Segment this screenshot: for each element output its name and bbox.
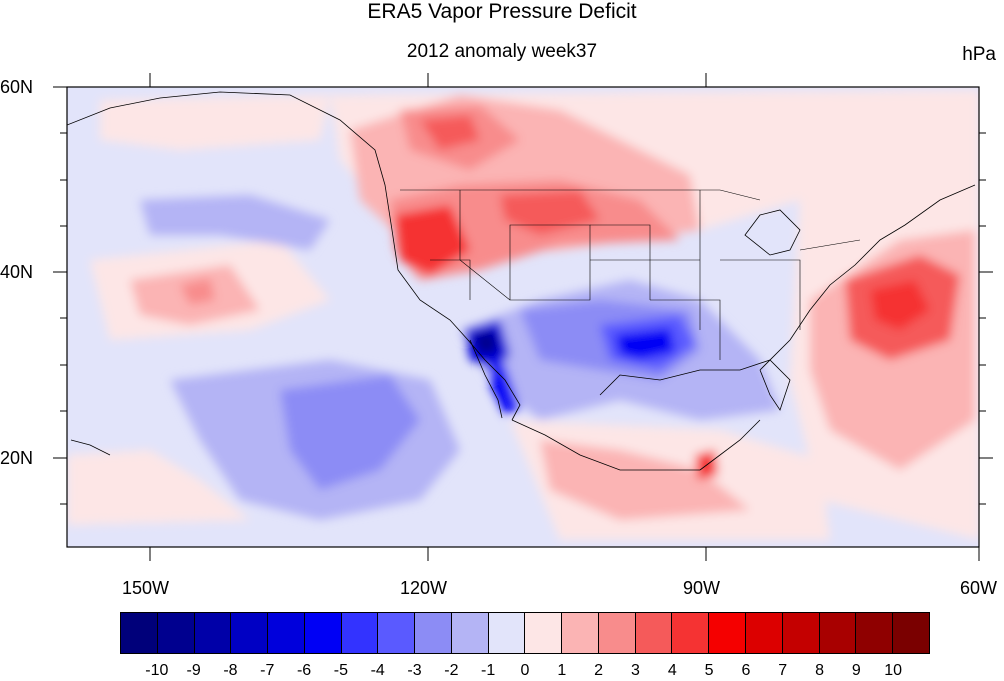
colorbar-label: 5 <box>704 662 714 679</box>
colorbar-label: 6 <box>741 662 751 679</box>
colorbar-segment <box>341 613 379 653</box>
colorbar-label: -7 <box>260 662 275 679</box>
colorbar-segment <box>488 613 526 653</box>
colorbar-segment <box>525 613 563 653</box>
colorbar-segment <box>856 613 894 653</box>
colorbar-segment <box>194 613 232 653</box>
mexico-south-coast <box>511 419 700 471</box>
great-lakes <box>744 209 801 256</box>
colorbar-label: -3 <box>407 662 422 679</box>
colorbar-segment <box>746 613 783 653</box>
colorbar-segment <box>121 613 158 653</box>
lat-label-20n: 20N <box>0 448 34 468</box>
pacific-coastline <box>67 91 521 421</box>
atlantic-coastline <box>759 184 976 371</box>
colorbar-label: -1 <box>481 662 496 679</box>
hawaii-islands <box>70 439 111 456</box>
lat-label-40n: 40N <box>0 262 34 282</box>
colorbar-label: -6 <box>296 662 312 679</box>
colorbar-segment <box>709 613 747 653</box>
colorbar-label: -10 <box>145 662 169 679</box>
colorbar-segment <box>231 613 269 653</box>
lon-label-90w: 90W <box>683 578 721 598</box>
anomaly-field <box>67 87 979 547</box>
units-label: hPa <box>962 44 996 65</box>
colorbar-label: 10 <box>884 662 903 679</box>
colorbar-segment <box>635 613 673 653</box>
lon-label-60w: 60W <box>960 578 998 598</box>
colorbar-label: 9 <box>851 662 861 679</box>
colorbar-segment <box>415 613 452 653</box>
axis-ticks <box>53 73 993 561</box>
colorbar-label: 1 <box>557 662 567 679</box>
colorbar-label: -4 <box>370 662 385 679</box>
colorbar-label: -2 <box>444 662 459 679</box>
baja-coast <box>469 339 503 419</box>
colorbar-label: -5 <box>333 662 349 679</box>
colorbar-segment <box>782 613 820 653</box>
colorbar-label: 8 <box>815 662 824 679</box>
colorbar-label: 0 <box>520 662 530 679</box>
state-borders <box>400 189 861 360</box>
coastlines <box>67 91 976 471</box>
colorbar-segment <box>819 613 857 653</box>
colorbar-label: 7 <box>778 662 788 679</box>
colorbar-segment <box>304 613 342 653</box>
colorbar-segment <box>378 613 416 653</box>
colorbar-segment <box>157 613 195 653</box>
colorbar-segment <box>672 613 710 653</box>
central-america-coast <box>699 419 761 471</box>
colorbar-segment <box>893 613 929 653</box>
map-frame <box>66 86 980 548</box>
map-subtitle: 2012 anomaly week37 <box>406 41 598 62</box>
colorbar-label: -9 <box>186 662 201 679</box>
colorbar-segment <box>451 613 489 653</box>
pacific-negative-region <box>140 195 330 250</box>
vpd-anomaly-map <box>53 73 993 561</box>
colorbar-label: 4 <box>667 662 677 679</box>
colorbar <box>120 612 930 654</box>
colorbar-label: -8 <box>223 662 238 679</box>
lat-label-60n: 60N <box>0 77 34 97</box>
gulf-coast <box>599 359 791 411</box>
colorbar-segment <box>598 613 636 653</box>
map-title: ERA5 Vapor Pressure Deficit <box>367 0 637 23</box>
lon-label-120w: 120W <box>400 578 448 598</box>
colorbar-label: 3 <box>631 662 640 679</box>
colorbar-label: 2 <box>594 662 604 679</box>
lon-label-150w: 150W <box>122 578 170 598</box>
colorbar-segment <box>562 613 599 653</box>
colorbar-segment <box>268 613 305 653</box>
